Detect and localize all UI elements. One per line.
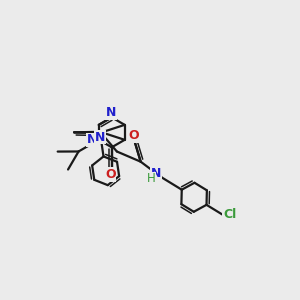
Text: N: N <box>95 130 105 144</box>
Text: Cl: Cl <box>223 208 236 221</box>
Text: N: N <box>87 133 98 146</box>
Text: O: O <box>128 129 139 142</box>
Text: N: N <box>151 167 161 180</box>
Text: N: N <box>151 167 161 180</box>
Text: N: N <box>87 133 98 146</box>
Text: N: N <box>87 133 98 146</box>
Text: N: N <box>95 130 105 144</box>
Text: O: O <box>105 168 116 181</box>
Text: O: O <box>105 168 116 181</box>
Text: N: N <box>106 106 116 119</box>
Text: N: N <box>106 106 116 119</box>
Text: H: H <box>147 172 155 185</box>
Text: O: O <box>128 129 139 142</box>
Text: N: N <box>95 130 105 144</box>
Text: Cl: Cl <box>223 208 236 221</box>
Text: N: N <box>106 106 116 119</box>
Text: H: H <box>147 172 155 185</box>
